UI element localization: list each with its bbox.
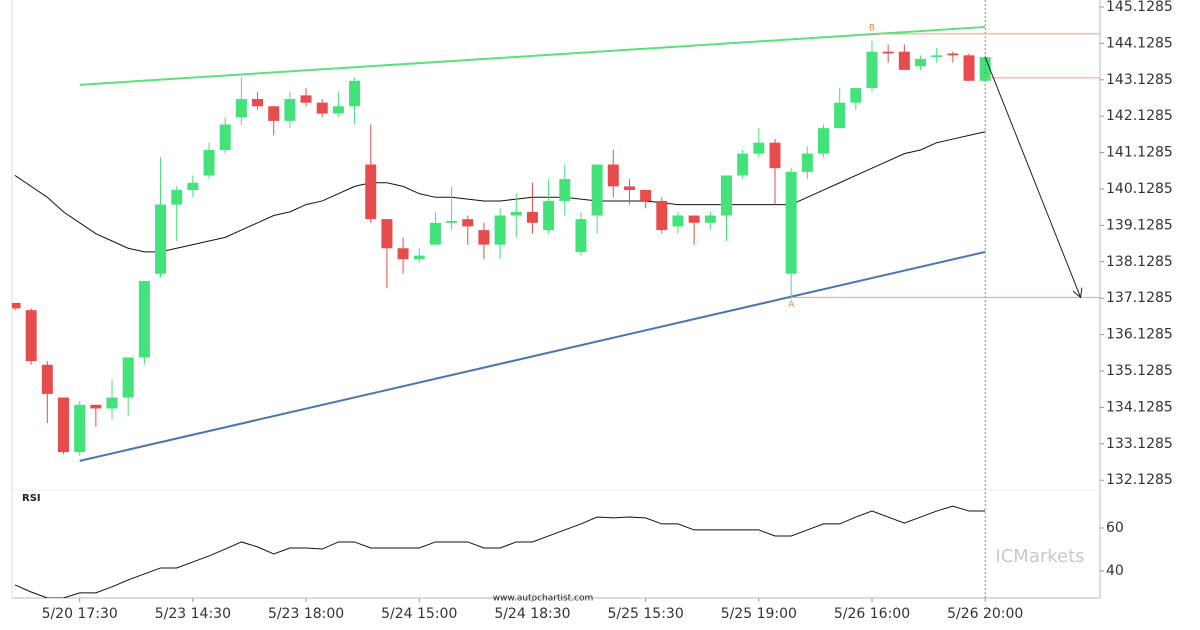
- candle-body: [818, 128, 829, 154]
- moving-average: [14, 131, 986, 253]
- candle-body: [74, 404, 86, 453]
- candle-body: [138, 281, 150, 358]
- y-tick-label: 144.1285: [1106, 35, 1173, 51]
- candle-body: [801, 153, 813, 172]
- y-tick-label: 136.1285: [1106, 327, 1173, 343]
- forecast-arrow: [984, 56, 1080, 297]
- x-tick-label: 5/24 15:00: [381, 606, 457, 622]
- candle-body: [640, 190, 652, 201]
- y-tick-label: 141.1285: [1106, 145, 1173, 161]
- candle-body: [187, 182, 199, 191]
- candle-body: [526, 211, 538, 223]
- candle-body: [559, 179, 571, 201]
- candle-body: [58, 397, 70, 453]
- y-tick-label: 135.1285: [1106, 363, 1173, 379]
- candle-body: [41, 364, 53, 394]
- annotation: A: [788, 300, 795, 310]
- x-tick-label: 5/23 14:30: [155, 606, 231, 622]
- y-tick-label: 40: [1106, 563, 1124, 579]
- candle-body: [381, 219, 393, 249]
- candle-body: [462, 219, 474, 227]
- candle-body: [866, 51, 878, 89]
- candle-body: [543, 200, 555, 231]
- y-tick-label: 138.1285: [1106, 254, 1173, 270]
- candle-body: [753, 142, 765, 154]
- y-tick-label: 134.1285: [1106, 399, 1173, 415]
- candle-body: [397, 248, 409, 260]
- y-tick-label: 143.1285: [1106, 72, 1173, 88]
- rsi-label: RSI: [22, 493, 41, 504]
- watermark: www.autochartist.com: [493, 594, 594, 604]
- candle-body: [349, 80, 361, 107]
- candle-body: [575, 219, 587, 252]
- candle-body: [90, 404, 102, 409]
- y-tick-label: 139.1285: [1106, 217, 1173, 233]
- trend-line: [79, 250, 986, 462]
- candle-body: [688, 215, 700, 223]
- candle-body: [252, 99, 264, 107]
- candle-body: [656, 200, 668, 231]
- candle-body: [882, 51, 894, 54]
- candle-body: [834, 102, 846, 129]
- candle-body: [300, 95, 312, 103]
- candle-body: [915, 58, 927, 67]
- candle-body: [25, 310, 37, 362]
- candle-body: [268, 106, 280, 121]
- candle-body: [607, 164, 619, 187]
- candle-body: [672, 215, 684, 227]
- candle-body: [219, 124, 231, 150]
- annotation: B: [869, 24, 875, 34]
- candle-body: [963, 55, 975, 81]
- x-tick-label: 5/23 18:00: [268, 606, 344, 622]
- candle-body: [494, 215, 506, 245]
- candle-body: [203, 149, 215, 176]
- candle-body: [898, 51, 910, 70]
- candle-body: [737, 153, 749, 176]
- x-tick-label: 5/26 20:00: [947, 606, 1023, 622]
- x-tick-label: 5/24 18:30: [494, 606, 570, 622]
- x-tick-label: 5/20 17:30: [42, 606, 118, 622]
- candle-body: [591, 164, 603, 216]
- candle-body: [284, 99, 296, 121]
- candle-body: [122, 357, 134, 398]
- candle-body: [704, 215, 716, 223]
- candle-body: [106, 397, 118, 409]
- candle-body: [155, 204, 167, 274]
- candle-body: [429, 222, 441, 245]
- y-tick-label: 145.1285: [1106, 0, 1173, 15]
- candle-body: [850, 88, 862, 103]
- candle-body: [365, 164, 377, 220]
- y-tick-label: 140.1285: [1106, 181, 1173, 197]
- trend-line: [79, 25, 986, 86]
- y-tick-label: 133.1285: [1106, 436, 1173, 452]
- x-tick-label: 5/25 15:30: [608, 606, 684, 622]
- candle-body: [720, 175, 732, 216]
- candle-body: [769, 142, 781, 169]
- candle-body: [510, 211, 522, 216]
- logo: ICMarkets: [995, 546, 1084, 567]
- candle-body: [413, 255, 425, 260]
- y-tick-label: 60: [1106, 520, 1124, 536]
- candle-body: [931, 55, 943, 58]
- x-tick-label: 5/26 16:00: [834, 606, 910, 622]
- candle-body: [478, 230, 490, 245]
- candle-body: [235, 99, 247, 118]
- y-tick-label: 132.1285: [1106, 472, 1173, 488]
- candle-body: [316, 102, 328, 114]
- candle-body: [785, 171, 797, 274]
- candle-body: [623, 186, 635, 191]
- y-tick-label: 142.1285: [1106, 108, 1173, 124]
- rsi-line: [14, 505, 986, 598]
- candle-body: [332, 106, 344, 114]
- candle-body: [446, 220, 458, 223]
- candle-body: [171, 190, 183, 205]
- y-tick-label: 137.1285: [1106, 290, 1173, 306]
- candle-body: [12, 302, 21, 309]
- x-tick-label: 5/25 19:00: [721, 606, 797, 622]
- candle-body: [947, 53, 959, 56]
